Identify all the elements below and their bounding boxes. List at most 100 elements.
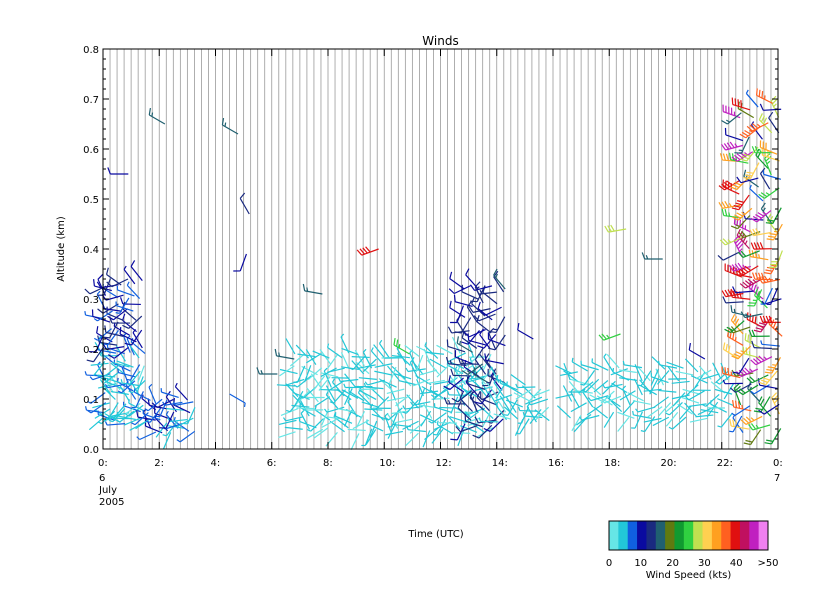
barb-staff xyxy=(525,396,543,405)
barb-flag xyxy=(749,376,756,382)
barb-staff xyxy=(573,417,587,433)
barb-staff xyxy=(581,414,600,421)
barb-flag xyxy=(443,397,448,405)
wind-barb xyxy=(385,430,404,436)
wind-barb xyxy=(300,410,311,430)
y-tick-label: 0.3 xyxy=(83,295,99,306)
barb-flag xyxy=(124,342,132,346)
barb-staff xyxy=(404,405,423,410)
colorbar: 0 10 20 30 40 >50 xyxy=(606,520,779,569)
barb-flag xyxy=(731,264,737,271)
wind-barb xyxy=(115,301,134,312)
wind-barb xyxy=(361,428,373,447)
barb-staff xyxy=(352,355,366,370)
barb-staff xyxy=(643,388,662,392)
barb-staff xyxy=(285,416,304,422)
barb-staff xyxy=(717,398,735,407)
wind-barb xyxy=(306,428,324,439)
barb-staff xyxy=(347,428,366,432)
barb-flag xyxy=(479,310,486,316)
barb-staff xyxy=(478,424,493,439)
barb-staff xyxy=(481,388,493,405)
barb-staff xyxy=(409,352,418,370)
wind-barb xyxy=(721,112,742,125)
barb-flag xyxy=(338,377,341,382)
wind-barb xyxy=(439,406,458,409)
barb-flag xyxy=(726,326,734,332)
wind-barb xyxy=(476,314,492,334)
barb-flag xyxy=(461,341,469,345)
barb-staff xyxy=(720,412,733,428)
wind-barb xyxy=(466,376,486,390)
barb-flag xyxy=(750,423,757,430)
wind-barb xyxy=(672,392,686,407)
barb-flag xyxy=(635,408,639,413)
barb-staff xyxy=(304,290,323,295)
barb-flag xyxy=(84,406,88,411)
barb-flag xyxy=(464,411,469,415)
barb-flag xyxy=(306,287,309,292)
barb-staff xyxy=(647,406,663,418)
barb-staff xyxy=(320,372,339,378)
wind-barb xyxy=(469,391,485,411)
y-tick-label: 0.8 xyxy=(83,45,99,56)
barb-flag xyxy=(757,212,765,217)
barb-flag xyxy=(728,212,731,217)
wind-barb xyxy=(681,397,700,404)
wind-barb xyxy=(350,433,360,450)
barb-flag xyxy=(86,359,94,363)
barb-staff xyxy=(314,396,331,407)
barb-staff xyxy=(405,399,419,414)
wind-barb xyxy=(598,333,621,341)
barb-staff xyxy=(175,401,194,406)
barb-staff xyxy=(429,358,446,369)
barb-flag xyxy=(721,119,728,125)
barb-flag xyxy=(450,438,458,441)
barb-flag xyxy=(760,115,766,123)
colorbar-swatch xyxy=(749,521,760,550)
barb-staff xyxy=(113,362,131,372)
wind-barb xyxy=(753,316,772,333)
colorbar-swatch xyxy=(627,521,638,550)
barb-flag xyxy=(362,348,367,353)
barb-flag xyxy=(736,240,742,247)
barb-staff xyxy=(482,292,498,305)
wind-barb xyxy=(436,344,453,355)
barb-staff xyxy=(479,353,491,369)
barb-staff xyxy=(688,390,705,401)
wind-barb xyxy=(130,260,143,281)
barb-staff xyxy=(278,431,296,439)
barb-flag xyxy=(741,155,749,160)
wind-barb xyxy=(296,390,311,404)
wind-barb xyxy=(758,187,780,199)
barb-staff xyxy=(494,394,513,402)
barb-staff xyxy=(466,306,478,323)
barb-staff xyxy=(412,401,431,406)
barb-staff xyxy=(130,341,146,354)
barb-staff xyxy=(388,366,397,385)
barb-flag xyxy=(432,433,438,436)
wind-barb xyxy=(754,288,768,309)
barb-flag xyxy=(734,143,738,148)
barb-flag xyxy=(758,396,763,404)
wind-barb xyxy=(717,398,735,407)
barb-flag xyxy=(744,333,747,341)
wind-barb xyxy=(221,117,239,135)
barb-staff xyxy=(725,301,744,304)
wind-barb xyxy=(302,283,323,295)
barb-flag xyxy=(730,371,733,376)
wind-barb xyxy=(314,405,331,421)
wind-barb xyxy=(479,306,502,316)
wind-barb xyxy=(560,371,578,377)
wind-barb xyxy=(617,411,635,419)
barb-flag xyxy=(749,124,756,131)
barb-flag xyxy=(728,265,734,272)
barb-flag xyxy=(722,342,726,350)
barb-staff xyxy=(123,269,136,285)
barb-flag xyxy=(726,142,732,149)
wind-barb xyxy=(151,398,174,409)
barb-staff xyxy=(111,278,129,288)
barb-flag xyxy=(476,314,480,323)
barb-flag xyxy=(457,401,462,409)
barb-flag xyxy=(447,390,450,396)
